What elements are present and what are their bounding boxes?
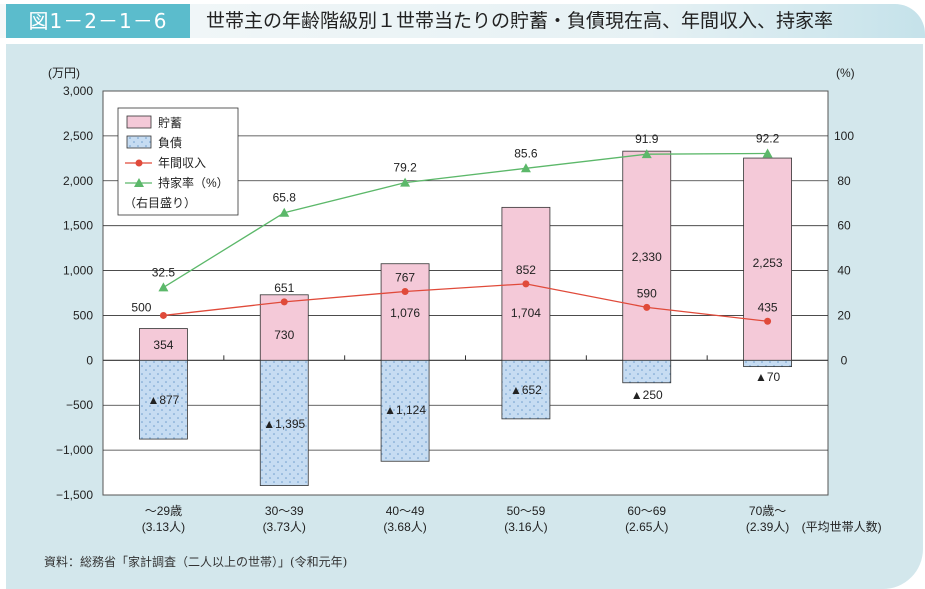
left-tick-label: 3,000 xyxy=(63,84,93,98)
savings-bar xyxy=(139,328,188,361)
homeownership-label: 79.2 xyxy=(393,161,417,175)
savings-label: 1,076 xyxy=(390,306,420,320)
right-tick-label: 40 xyxy=(837,264,851,278)
x-category-label: 40～49 xyxy=(386,504,425,518)
income-label: 852 xyxy=(516,263,536,277)
left-tick-label: 1,500 xyxy=(63,219,93,233)
left-tick-label: 2,000 xyxy=(63,174,93,188)
x-category-label: 50～59 xyxy=(507,504,546,518)
debt-label: ▲877 xyxy=(147,393,179,407)
income-marker xyxy=(280,298,288,306)
x-category-household-size: (3.73人) xyxy=(263,520,306,534)
debt-bar xyxy=(501,359,551,420)
debt-bar xyxy=(743,359,792,368)
x-category-household-size: (2.65人) xyxy=(625,520,668,534)
income-label: 651 xyxy=(274,281,294,295)
homeownership-label: 92.2 xyxy=(756,131,780,145)
legend-marker-income xyxy=(135,159,143,167)
debt-bar xyxy=(139,359,188,440)
homeownership-line xyxy=(163,152,768,288)
debt-bar xyxy=(259,359,309,486)
savings-bar xyxy=(259,294,309,361)
homeownership-label: 32.5 xyxy=(152,265,176,279)
income-label: 590 xyxy=(637,286,657,300)
legend-swatch-savings xyxy=(126,115,152,129)
left-tick-label: −1,500 xyxy=(56,488,93,502)
right-tick-label: 20 xyxy=(837,308,851,322)
legend-label-homeownership-note: （右目盛り） xyxy=(124,195,196,210)
income-marker xyxy=(401,287,409,295)
debt-label: ▲250 xyxy=(631,388,663,402)
left-axis-unit: (万円) xyxy=(48,66,80,80)
savings-label: 730 xyxy=(274,328,294,342)
right-tick-label: 80 xyxy=(837,174,851,188)
income-marker xyxy=(159,311,167,319)
homeownership-marker xyxy=(400,177,411,187)
savings-label: 2,330 xyxy=(632,250,662,264)
income-marker xyxy=(643,303,651,311)
left-tick-label: 2,500 xyxy=(63,129,93,143)
income-marker xyxy=(522,280,530,288)
debt-bar xyxy=(380,359,430,462)
x-category-household-size: (3.13人) xyxy=(142,520,185,534)
homeownership-label: 65.8 xyxy=(273,191,297,205)
debt-label: ▲1,395 xyxy=(263,417,305,431)
left-tick-label: −500 xyxy=(66,398,93,412)
x-category-household-size: (3.16人) xyxy=(504,520,547,534)
income-label: 500 xyxy=(131,300,151,314)
savings-bar xyxy=(622,150,672,361)
right-tick-label: 60 xyxy=(837,219,851,233)
homeownership-label: 91.9 xyxy=(635,132,659,146)
savings-label: 354 xyxy=(153,338,173,352)
legend-label-savings: 貯蓄 xyxy=(158,116,182,130)
legend-label-income: 年間収入 xyxy=(158,156,206,170)
figure-number: 図1－2－1－6 xyxy=(6,4,190,38)
income-label: 767 xyxy=(395,270,415,284)
left-tick-label: −1,000 xyxy=(56,443,93,457)
chart-title: 世帯主の年齢階級別１世帯当たりの貯蓄・負債現在高、年間収入、持家率 xyxy=(206,10,834,32)
x-category-household-size: (2.39人) xyxy=(746,520,789,534)
legend-swatch-debt xyxy=(126,135,152,149)
x-category-note: (平均世帯人数) xyxy=(802,519,882,534)
income-line xyxy=(163,283,768,322)
homeownership-marker xyxy=(158,282,169,292)
right-tick-label: 100 xyxy=(834,129,854,143)
income-label: 435 xyxy=(758,300,778,314)
homeownership-marker xyxy=(520,163,531,173)
x-category-label: 30～39 xyxy=(265,504,304,518)
debt-label: ▲1,124 xyxy=(384,403,426,417)
right-tick-label: 0 xyxy=(841,353,848,367)
legend-marker-homeownership xyxy=(134,178,144,187)
left-tick-label: 1,000 xyxy=(63,264,93,278)
x-category-label: ～29歳 xyxy=(145,504,182,518)
homeownership-label: 85.6 xyxy=(514,146,538,160)
savings-label: 1,704 xyxy=(511,306,541,320)
x-category-household-size: (3.68人) xyxy=(383,520,426,534)
homeownership-marker xyxy=(641,149,652,159)
debt-bar xyxy=(622,359,672,384)
income-marker xyxy=(764,317,772,325)
source-note: 資料：総務省「家計調査（二人以上の世帯）」(令和元年) xyxy=(44,555,348,569)
left-tick-label: 500 xyxy=(73,308,93,322)
savings-bar xyxy=(743,157,792,361)
homeownership-marker xyxy=(279,207,290,217)
legend-label-debt: 負債 xyxy=(158,135,182,150)
savings-bar xyxy=(380,263,430,361)
homeownership-marker xyxy=(762,148,773,158)
debt-label: ▲70 xyxy=(755,370,781,384)
savings-label: 2,253 xyxy=(753,256,783,270)
legend-label-homeownership: 持家率（%） xyxy=(158,175,229,190)
right-axis-unit: (%) xyxy=(836,66,855,80)
x-category-label: 60～69 xyxy=(627,504,666,518)
debt-label: ▲652 xyxy=(510,383,542,397)
x-category-label: 70歳～ xyxy=(749,504,786,518)
left-tick-label: 0 xyxy=(86,353,93,367)
